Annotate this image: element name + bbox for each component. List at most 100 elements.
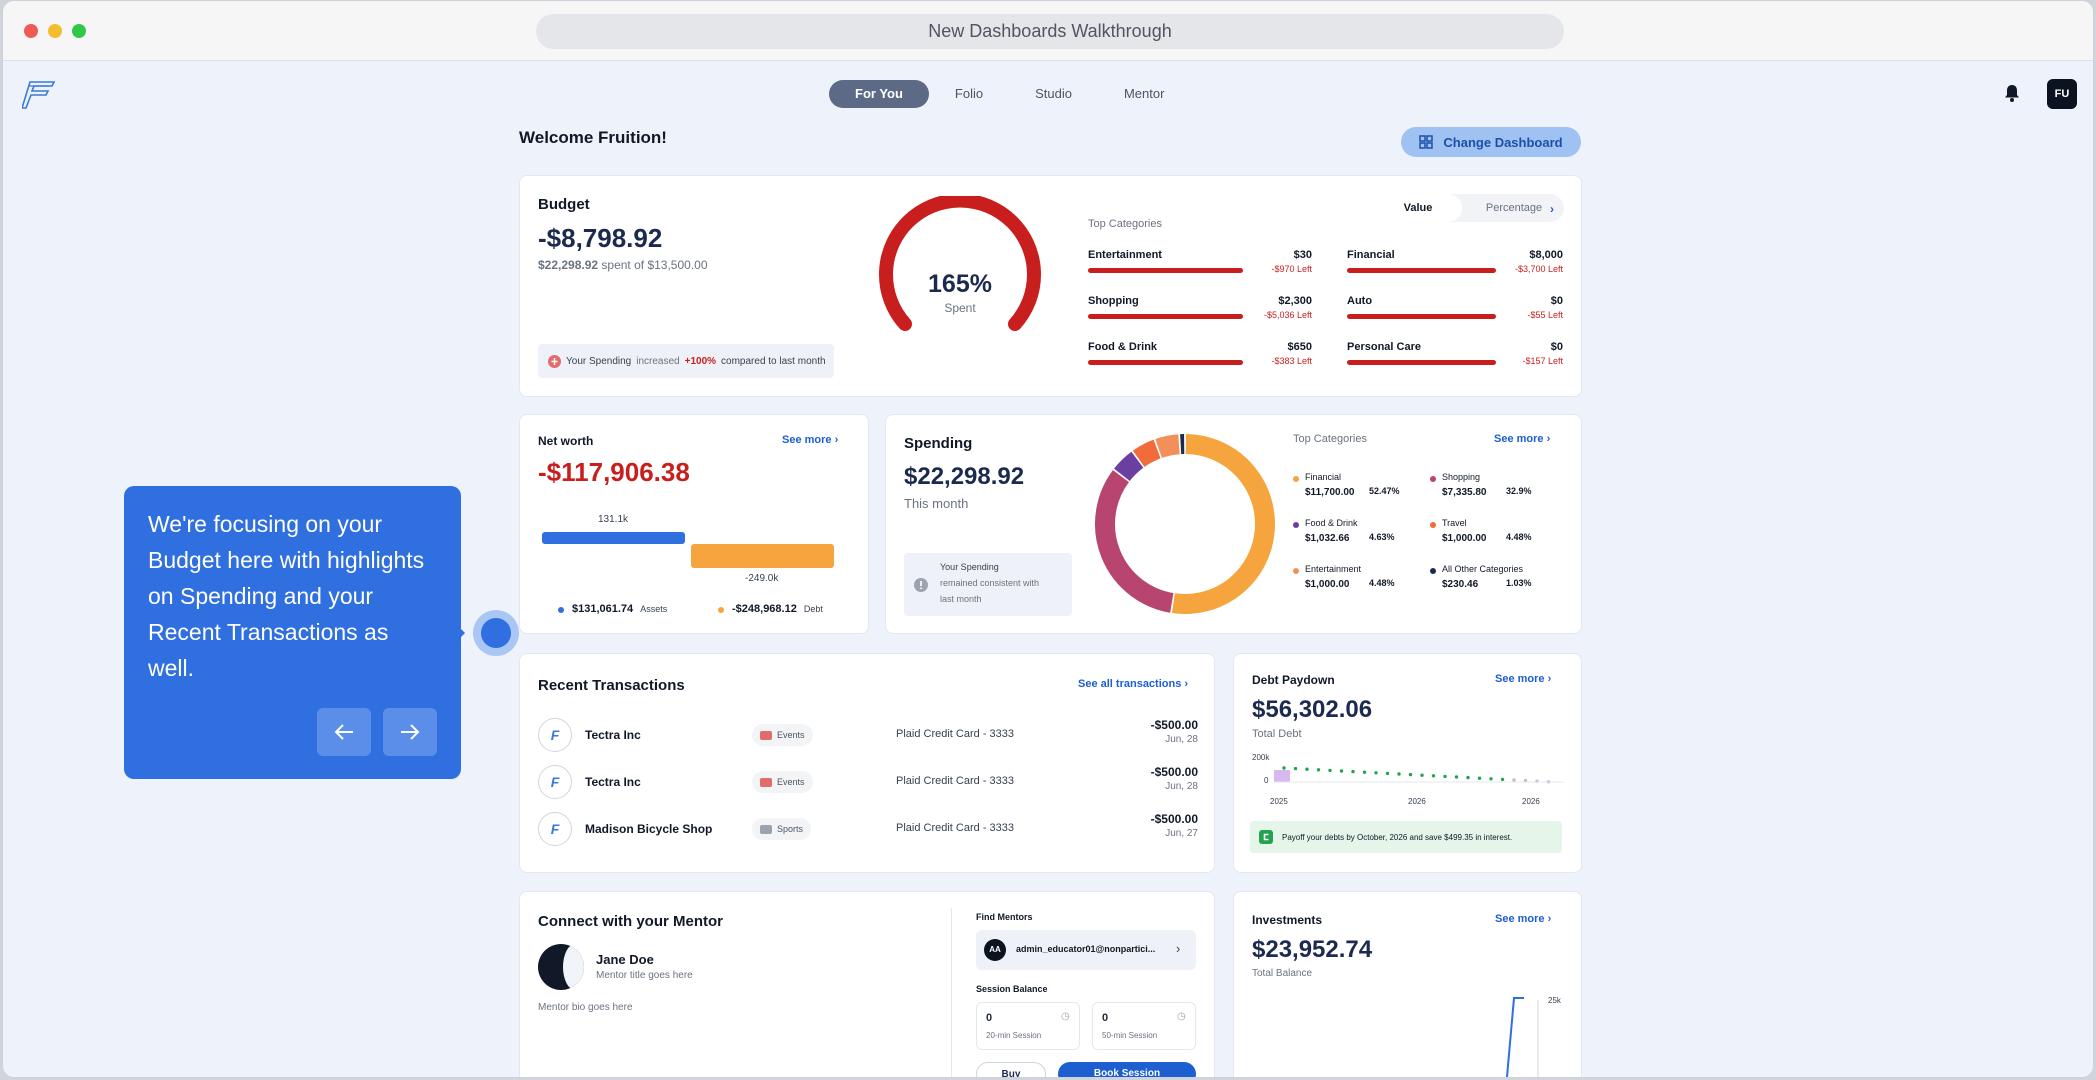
notifications-bell-icon[interactable] bbox=[2003, 83, 2021, 103]
budget-category: Food & Drink $650 -$383 Left bbox=[1088, 341, 1312, 377]
transaction-row[interactable]: F Tectra Inc Events Plaid Credit Card - 333… bbox=[538, 763, 1198, 801]
tab-mentor[interactable]: Mentor bbox=[1123, 86, 1165, 101]
donut-slice bbox=[1172, 434, 1275, 614]
networth-card: Net worth See more › -$117,906.38 131.1k… bbox=[519, 414, 869, 634]
budget-category-left: -$157 Left bbox=[1522, 356, 1563, 366]
budget-note-mid: increased bbox=[636, 355, 680, 367]
see-all-transactions-link[interactable]: See all transactions › bbox=[1078, 678, 1189, 690]
close-window-button[interactable] bbox=[24, 24, 38, 38]
debt-title: Debt Paydown bbox=[1252, 673, 1335, 687]
debt-label: Total Debt bbox=[1252, 728, 1302, 740]
debt-point bbox=[1351, 769, 1355, 774]
debt-point bbox=[1385, 771, 1390, 776]
clock-icon: ◷ bbox=[1177, 1011, 1186, 1022]
budget-category-bar bbox=[1347, 360, 1496, 365]
budget-category-bar bbox=[1088, 360, 1243, 365]
minimize-window-button[interactable] bbox=[48, 24, 62, 38]
budget-note-pct: +100% bbox=[684, 355, 717, 367]
toggle-value[interactable]: Value bbox=[1374, 194, 1462, 222]
transactions-title: Recent Transactions bbox=[538, 677, 685, 694]
budget-gauge-sub: Spent bbox=[944, 301, 976, 315]
spending-see-more-link[interactable]: See more › bbox=[1494, 433, 1551, 445]
debt-point bbox=[1466, 775, 1470, 780]
budget-category: Personal Care $0 -$157 Left bbox=[1347, 341, 1563, 377]
legend-name: Financial bbox=[1305, 472, 1342, 482]
tab-for-you[interactable]: For You bbox=[829, 80, 929, 108]
budget-spent-of: spent of $13,500.00 bbox=[601, 258, 708, 272]
legend-pct: 1.03% bbox=[1506, 578, 1532, 588]
tooltip-pointer bbox=[457, 625, 465, 641]
transaction-row[interactable]: F Madison Bicycle Shop Sports Plaid Credit … bbox=[538, 810, 1198, 848]
transaction-account: Plaid Credit Card - 3333 bbox=[896, 822, 1015, 834]
change-dashboard-label: Change Dashboard bbox=[1443, 134, 1563, 150]
budget-title: Budget bbox=[538, 196, 590, 213]
session-count: 0 bbox=[986, 1012, 993, 1024]
arrow-right-icon bbox=[401, 724, 420, 740]
investments-chart bbox=[1505, 997, 1539, 1077]
transaction-row[interactable]: F Tectra Inc Events Plaid Credit Card - 333… bbox=[538, 716, 1198, 754]
legend-amount: $7,335.80 bbox=[1442, 487, 1487, 498]
debt-point bbox=[1362, 770, 1367, 774]
fruition-logo-icon[interactable] bbox=[22, 79, 56, 111]
transaction-account: Plaid Credit Card - 3333 bbox=[896, 775, 1015, 787]
debt-point bbox=[1408, 772, 1413, 777]
merchant-logo-icon: F bbox=[538, 718, 572, 752]
window-title[interactable]: New Dashboards Walkthrough bbox=[536, 14, 1564, 49]
budget-amount: -$8,798.92 bbox=[538, 223, 663, 253]
user-avatar[interactable]: FU bbox=[2047, 79, 2077, 109]
legend-dot bbox=[1293, 522, 1299, 528]
debt-point bbox=[1293, 766, 1298, 771]
networth-amount: -$117,906.38 bbox=[538, 457, 690, 487]
transaction-date: Jun, 27 bbox=[1165, 828, 1198, 839]
debt-amount: $56,302.06 bbox=[1252, 696, 1373, 723]
tag-label: Events bbox=[777, 777, 805, 787]
spending-period: This month bbox=[904, 496, 969, 511]
session-label: 20-min Session bbox=[986, 1031, 1042, 1040]
debt-see-more-link[interactable]: See more › bbox=[1495, 673, 1552, 685]
legend-amount: $230.46 bbox=[1442, 579, 1479, 590]
tooltip-text: We're focusing on your Budget here with … bbox=[148, 511, 425, 681]
debt-point bbox=[1305, 767, 1309, 771]
debt-point bbox=[1316, 768, 1321, 772]
buy-session-button[interactable]: Buy bbox=[976, 1062, 1046, 1077]
budget-card: Budget -$8,798.92 $22,298.92 spent of $1… bbox=[519, 175, 1582, 397]
find-mentor-selector[interactable]: AA admin_educator01@nonpartici... › bbox=[976, 930, 1196, 970]
merchant-logo-icon: F bbox=[538, 812, 572, 846]
walkthrough-tooltip: We're focusing on your Budget here with … bbox=[124, 486, 461, 779]
title-bar: New Dashboards Walkthrough bbox=[3, 1, 2093, 61]
budget-category-left: -$5,036 Left bbox=[1263, 310, 1312, 320]
budget-note-post: compared to last month bbox=[721, 355, 826, 367]
tag-icon bbox=[760, 777, 772, 787]
change-dashboard-button[interactable]: Change Dashboard bbox=[1401, 127, 1581, 157]
investments-title: Investments bbox=[1252, 913, 1323, 927]
toggle-percentage[interactable]: Percentage bbox=[1485, 202, 1543, 214]
budget-gauge-value: 165% bbox=[928, 270, 992, 298]
session-label: 50-min Session bbox=[1102, 1031, 1158, 1040]
dashboard-grid-icon bbox=[1419, 135, 1434, 149]
chevron-right-icon[interactable]: › bbox=[1550, 202, 1554, 216]
budget-spent: $22,298.92 spent of $13,500.00 bbox=[538, 258, 708, 272]
tab-studio[interactable]: Studio bbox=[1035, 86, 1072, 101]
tooltip-prev-button[interactable] bbox=[317, 708, 371, 756]
networth-see-more-link[interactable]: See more › bbox=[782, 434, 839, 446]
welcome-heading: Welcome Fruition! bbox=[519, 128, 667, 147]
tooltip-next-button[interactable] bbox=[383, 708, 437, 756]
legend-name: Shopping bbox=[1442, 472, 1481, 482]
main-nav: For You Folio Studio Mentor bbox=[829, 80, 1190, 108]
legend-pct: 4.48% bbox=[1506, 532, 1532, 542]
transaction-date: Jun, 28 bbox=[1165, 781, 1198, 792]
maximize-window-button[interactable] bbox=[72, 24, 86, 38]
budget-category-name: Personal Care bbox=[1347, 341, 1421, 353]
tag-icon bbox=[760, 730, 772, 740]
budget-value-toggle: Value Percentage bbox=[1374, 194, 1564, 222]
merchant-logo-icon: F bbox=[538, 765, 572, 799]
tab-folio[interactable]: Folio bbox=[954, 86, 984, 101]
legend-pct: 4.63% bbox=[1369, 532, 1395, 542]
transaction-amount: -$500.00 bbox=[1150, 812, 1198, 826]
investments-see-more-link[interactable]: See more › bbox=[1495, 913, 1552, 925]
budget-category: Entertainment $30 -$970 Left bbox=[1088, 249, 1312, 285]
mentor-name: Jane Doe bbox=[596, 952, 654, 967]
spending-donut-chart bbox=[1095, 434, 1275, 614]
book-session-button[interactable]: Book Session bbox=[1058, 1062, 1196, 1077]
